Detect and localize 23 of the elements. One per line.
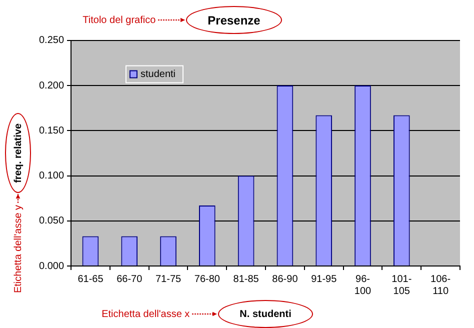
x-tick-label: 71-75: [155, 274, 182, 285]
x-tick-label: 106-110: [430, 274, 451, 297]
x-tick-label: 101-105: [392, 274, 412, 297]
x-tick-label: 76-80: [194, 274, 220, 285]
text: Etichetta dell'asse y: [12, 204, 24, 294]
y-tick-label: 0.150: [38, 125, 64, 136]
legend-label: studenti: [140, 68, 176, 80]
x-tick-label: 61-65: [78, 274, 104, 285]
y-tick-label: 0.200: [38, 80, 64, 92]
y-tick-label: 0.100: [38, 170, 64, 182]
y-tick-label: 0.250: [38, 35, 64, 46]
x-axis-title: N. studenti: [240, 308, 292, 320]
x-tick-label: 66-70: [116, 274, 143, 285]
x-tick-label: 81-85: [233, 274, 260, 285]
chart-title: Presenze: [208, 14, 261, 28]
text: Titolo del grafico: [82, 14, 156, 26]
y-tick-label: 0.000: [38, 260, 64, 272]
y-axis-title: freq. relative: [12, 123, 24, 183]
y-tick-label: 0.050: [38, 216, 64, 227]
x-tick-label: 86-90: [272, 274, 298, 285]
x-tick-label: 96-100: [354, 274, 372, 297]
text: Etichetta dell'asse x: [102, 308, 190, 320]
x-tick-label: 91-95: [311, 274, 338, 285]
